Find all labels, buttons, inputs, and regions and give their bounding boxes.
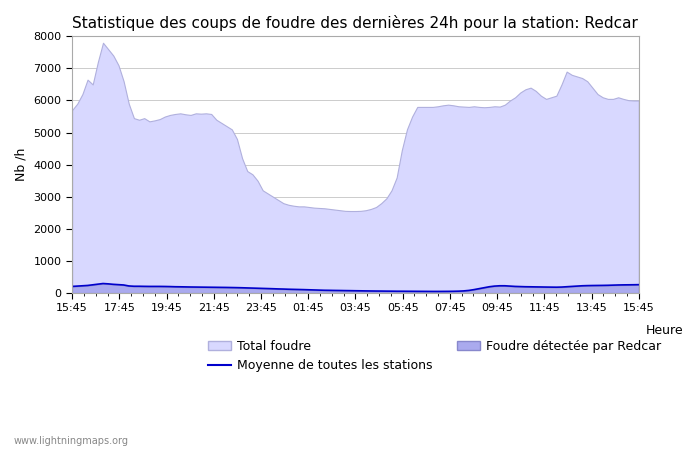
Text: Heure: Heure	[645, 324, 683, 337]
Y-axis label: Nb /h: Nb /h	[15, 148, 28, 181]
Text: www.lightningmaps.org: www.lightningmaps.org	[14, 436, 129, 446]
Legend: Total foudre, Moyenne de toutes les stations, Foudre détectée par Redcar: Total foudre, Moyenne de toutes les stat…	[203, 335, 666, 378]
Title: Statistique des coups de foudre des dernières 24h pour la station: Redcar: Statistique des coups de foudre des dern…	[73, 15, 638, 31]
